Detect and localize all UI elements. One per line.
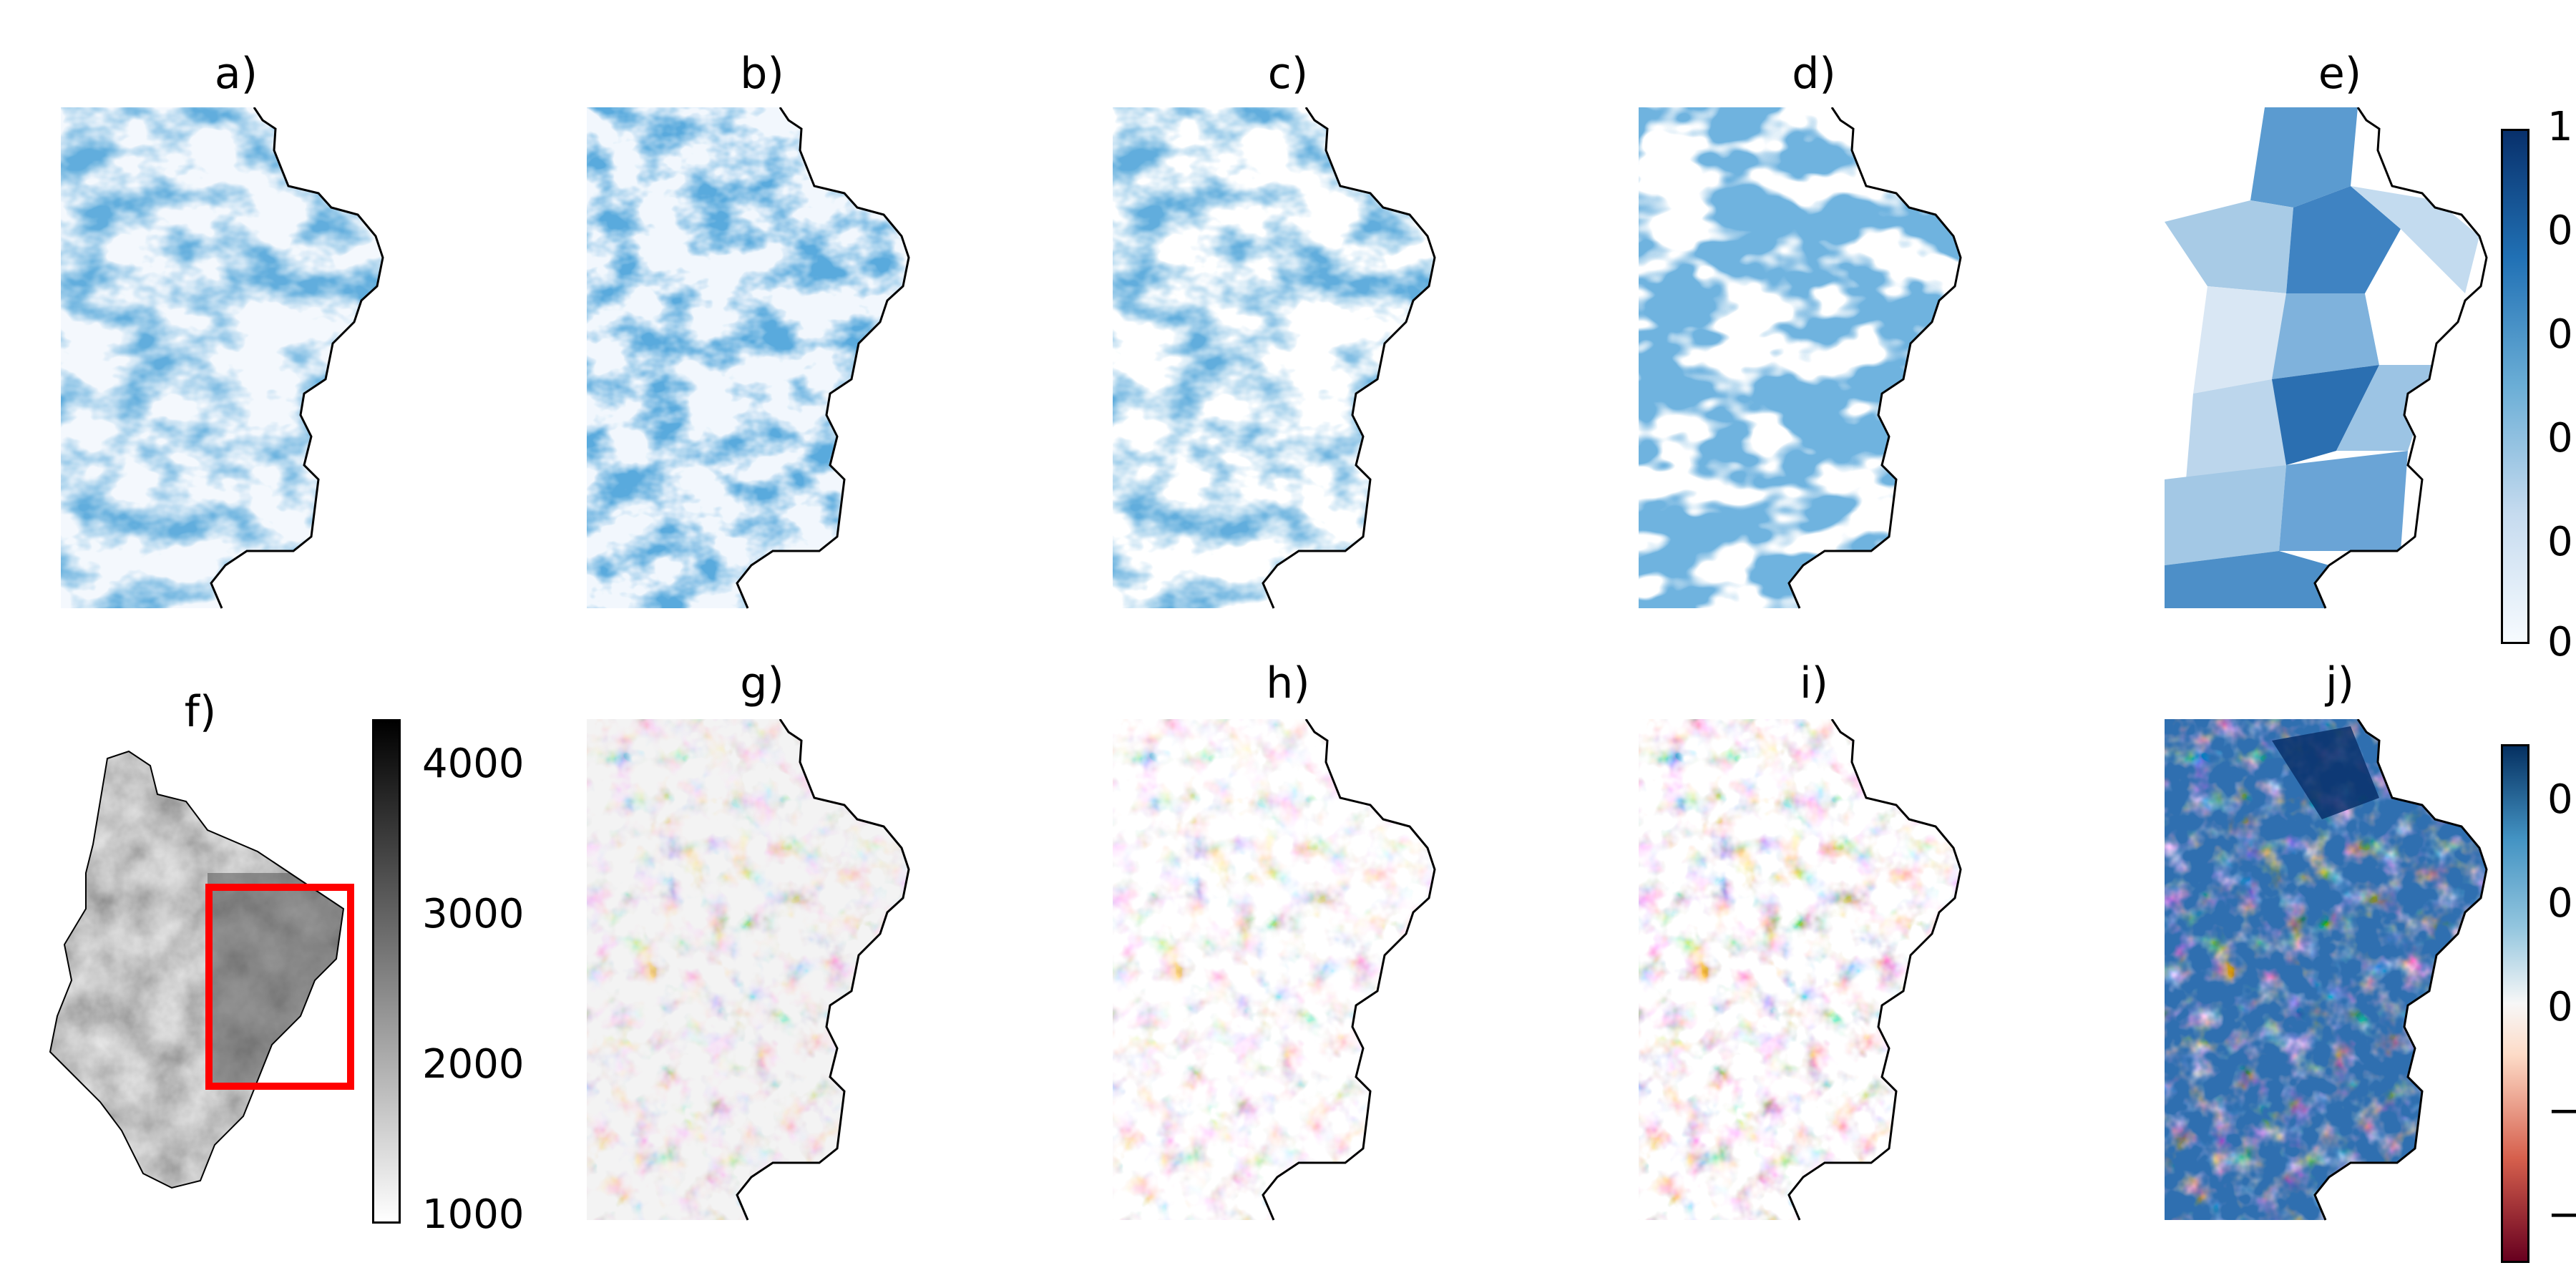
map-e <box>2165 107 2494 612</box>
panel-label-d: d) <box>1792 49 1836 99</box>
map-i <box>1639 719 1968 1224</box>
colorbar-top-tick: 1 <box>2547 104 2573 150</box>
highlight-box <box>205 884 354 1090</box>
colorbar-top-tick: 0 <box>2547 415 2573 462</box>
panel-label-e: e) <box>2318 49 2362 99</box>
panel-label-j: j) <box>2325 658 2355 708</box>
panel-label-g: g) <box>740 658 784 708</box>
map-h <box>1113 719 1442 1224</box>
panel-label-c: c) <box>1267 49 1309 99</box>
map-g <box>587 719 916 1224</box>
panel-label-a: a) <box>214 49 258 99</box>
map-c <box>1113 107 1442 612</box>
colorbar-top-tick: 0 <box>2547 619 2573 665</box>
panel-label-b: b) <box>740 49 784 99</box>
colorbar-elevation-tick: 1000 <box>422 1191 525 1238</box>
colorbar-top-tick: 0 <box>2547 311 2573 358</box>
colorbar-bottom <box>2501 744 2529 1263</box>
map-j <box>2165 719 2494 1224</box>
map-b <box>587 107 916 612</box>
map-a <box>61 107 390 612</box>
colorbar-bottom-tick: − <box>2547 1191 2576 1238</box>
panel-label-f: f) <box>184 687 217 737</box>
colorbar-top-tick: 0 <box>2547 208 2573 254</box>
colorbar-elevation-tick: 3000 <box>422 891 525 937</box>
colorbar-elevation-tick: 2000 <box>422 1041 525 1088</box>
map-d <box>1639 107 1968 612</box>
colorbar-top-tick: 0 <box>2547 519 2573 565</box>
map-f-elevation <box>43 744 372 1195</box>
colorbar-bottom-tick: 0 <box>2547 776 2573 823</box>
colorbar-elevation <box>372 719 401 1224</box>
colorbar-elevation-tick: 4000 <box>422 741 525 787</box>
colorbar-bottom-tick: 0 <box>2547 984 2573 1030</box>
panel-label-h: h) <box>1266 658 1310 708</box>
colorbar-bottom-tick: 0 <box>2547 880 2573 927</box>
panel-label-i: i) <box>1799 658 1829 708</box>
colorbar-top <box>2501 129 2529 644</box>
colorbar-bottom-tick: − <box>2547 1088 2576 1134</box>
